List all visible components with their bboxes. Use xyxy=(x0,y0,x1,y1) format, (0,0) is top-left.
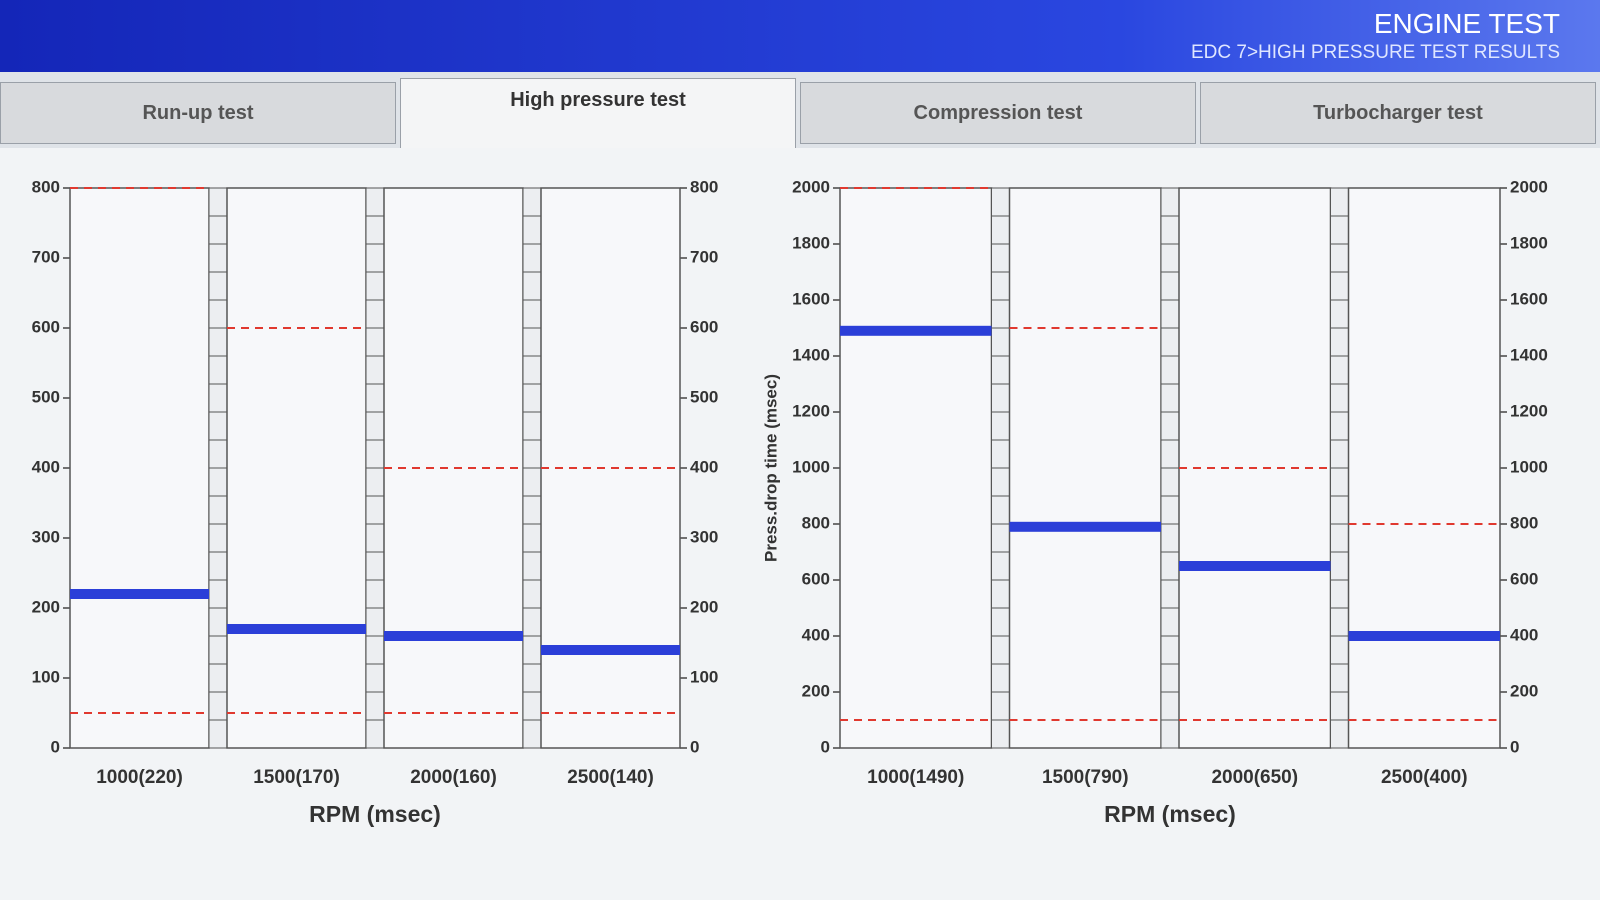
y-tick-label: 1400 xyxy=(792,345,830,364)
y-tick-label: 1600 xyxy=(792,289,830,308)
y-tick-label: 400 xyxy=(802,625,830,644)
y-tick-label: 100 xyxy=(32,667,60,686)
x-tick-label: 1000(1490) xyxy=(867,767,964,788)
y-tick-label: 800 xyxy=(802,513,830,532)
y-tick-label: 800 xyxy=(1510,513,1538,532)
y-axis-label: Press.drop time (msec) xyxy=(761,374,780,562)
y-tick-label: 1800 xyxy=(792,233,830,252)
column xyxy=(69,187,210,749)
column xyxy=(1347,187,1501,749)
y-tick-label: 1200 xyxy=(792,401,830,420)
value-level xyxy=(1179,561,1331,571)
x-tick-label: 2000(650) xyxy=(1211,767,1298,788)
y-tick-label: 500 xyxy=(32,387,60,406)
charts-panel: 0 0 100 100 200 200 300 300 400 400 500 500 600 600 70… xyxy=(0,148,1600,900)
value-level xyxy=(70,589,209,599)
y-tick-label: 400 xyxy=(1510,625,1538,644)
y-tick-label: 400 xyxy=(32,457,60,476)
x-tick-label: 1500(790) xyxy=(1042,767,1129,788)
y-tick-label: 0 xyxy=(1510,737,1519,756)
value-level xyxy=(227,624,366,634)
y-tick-label: 100 xyxy=(690,667,718,686)
value-level xyxy=(840,325,992,336)
y-tick-label: 1000 xyxy=(1510,457,1548,476)
y-tick-label: 2000 xyxy=(792,177,830,196)
value-level xyxy=(1348,631,1500,641)
y-tick-label: 600 xyxy=(802,569,830,588)
y-tick-label: 600 xyxy=(1510,569,1538,588)
y-tick-label: 600 xyxy=(690,317,718,336)
x-axis-label: RPM (msec) xyxy=(1104,801,1236,827)
tab[interactable]: Turbocharger test xyxy=(1200,82,1596,144)
value-level xyxy=(541,645,680,655)
y-tick-label: 2000 xyxy=(1510,177,1548,196)
y-tick-label: 1800 xyxy=(1510,233,1548,252)
header-subtitle: EDC 7>HIGH PRESSURE TEST RESULTS xyxy=(1190,42,1560,63)
tab[interactable]: High pressure test xyxy=(400,78,796,148)
y-tick-label: 300 xyxy=(32,527,60,546)
tab[interactable]: Run-up test xyxy=(0,82,396,144)
y-tick-label: 800 xyxy=(690,177,718,196)
value-level xyxy=(1009,521,1161,532)
y-tick-label: 500 xyxy=(690,387,718,406)
y-tick-label: 200 xyxy=(802,681,830,700)
y-tick-label: 1600 xyxy=(1510,289,1548,308)
column xyxy=(839,187,993,749)
y-tick-label: 300 xyxy=(690,527,718,546)
y-tick-label: 0 xyxy=(821,737,830,756)
y-tick-label: 0 xyxy=(690,737,699,756)
tab-bar: Run-up test High pressure test Compression… xyxy=(0,78,1600,148)
x-tick-label: 2500(140) xyxy=(567,767,654,788)
x-tick-label: 1000(220) xyxy=(96,767,183,788)
x-tick-label: 2500(400) xyxy=(1381,767,1468,788)
column xyxy=(226,187,367,749)
x-tick-label: 2000(160) xyxy=(410,767,497,788)
x-tick-label: 1500(170) xyxy=(253,767,340,788)
y-tick-label: 600 xyxy=(32,317,60,336)
y-tick-label: 800 xyxy=(32,177,60,196)
tab[interactable]: Compression test xyxy=(800,82,1196,144)
y-tick-label: 200 xyxy=(690,597,718,616)
header-bar: ENGINE TEST EDC 7>HIGH PRESSURE TEST RES… xyxy=(0,0,1600,72)
y-tick-label: 0 xyxy=(51,737,60,756)
y-tick-label: 200 xyxy=(1510,681,1538,700)
y-tick-label: 400 xyxy=(690,457,718,476)
y-tick-label: 1200 xyxy=(1510,401,1548,420)
column xyxy=(1008,187,1162,749)
y-tick-label: 700 xyxy=(690,247,718,266)
y-tick-label: 1000 xyxy=(792,457,830,476)
value-level xyxy=(384,631,523,641)
y-tick-label: 200 xyxy=(32,597,60,616)
y-tick-label: 1400 xyxy=(1510,345,1548,364)
x-axis-label: RPM (msec) xyxy=(309,801,441,827)
y-tick-label: 700 xyxy=(32,247,60,266)
header-title: ENGINE TEST xyxy=(1373,8,1560,39)
